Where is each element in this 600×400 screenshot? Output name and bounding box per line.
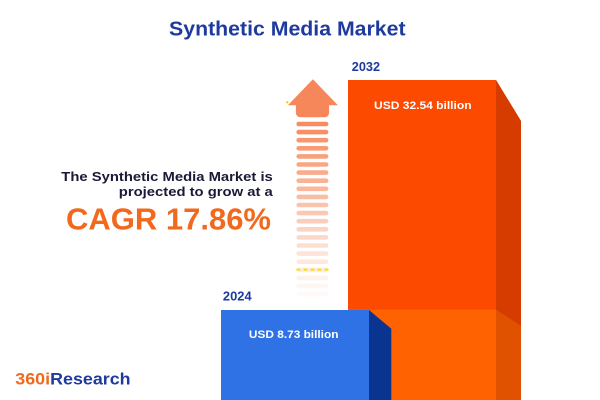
svg-text:2032: 2032 — [352, 60, 380, 74]
svg-text:USD 32.54 billion: USD 32.54 billion — [374, 100, 472, 112]
svg-text:2024: 2024 — [223, 289, 252, 303]
svg-text:CAGR 17.86%: CAGR 17.86% — [66, 202, 271, 237]
svg-text:Synthetic Media Market: Synthetic Media Market — [169, 19, 406, 41]
svg-text:USD 8.73 billion: USD 8.73 billion — [249, 329, 339, 341]
svg-text:The Synthetic Media Market is: The Synthetic Media Market is — [61, 169, 273, 184]
svg-text:projected to grow at a: projected to grow at a — [119, 184, 274, 199]
